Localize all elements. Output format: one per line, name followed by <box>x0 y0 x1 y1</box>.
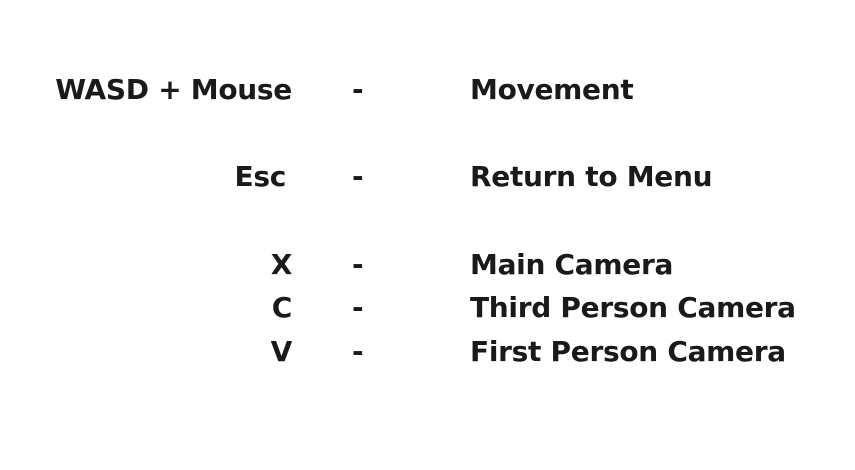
control-action: Movement <box>470 73 634 106</box>
control-separator: - <box>352 248 364 281</box>
control-action: Third Person Camera <box>470 291 796 324</box>
control-separator: - <box>352 291 364 324</box>
control-separator: - <box>352 335 364 368</box>
control-row-first-person-camera: V - First Person Camera <box>0 332 855 372</box>
control-separator: - <box>352 73 364 106</box>
control-action: First Person Camera <box>470 335 786 368</box>
control-row-return-to-menu: Esc - Return to Menu <box>0 157 855 197</box>
control-key: C <box>271 291 293 324</box>
control-key: Esc <box>234 160 287 193</box>
control-key: V <box>270 335 293 368</box>
control-key: WASD + Mouse <box>55 73 292 106</box>
control-action: Main Camera <box>470 248 674 281</box>
control-row-main-camera: X - Main Camera <box>0 245 855 285</box>
control-row-movement: WASD + Mouse - Movement <box>0 70 855 110</box>
control-action: Return to Menu <box>470 160 713 193</box>
control-separator: - <box>352 160 364 193</box>
control-row-third-person-camera: C - Third Person Camera <box>0 288 855 328</box>
control-key: X <box>270 248 293 281</box>
